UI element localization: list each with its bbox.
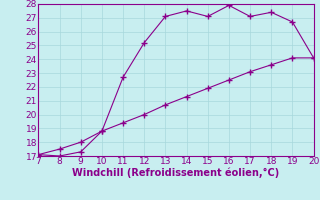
X-axis label: Windchill (Refroidissement éolien,°C): Windchill (Refroidissement éolien,°C) (72, 168, 280, 178)
